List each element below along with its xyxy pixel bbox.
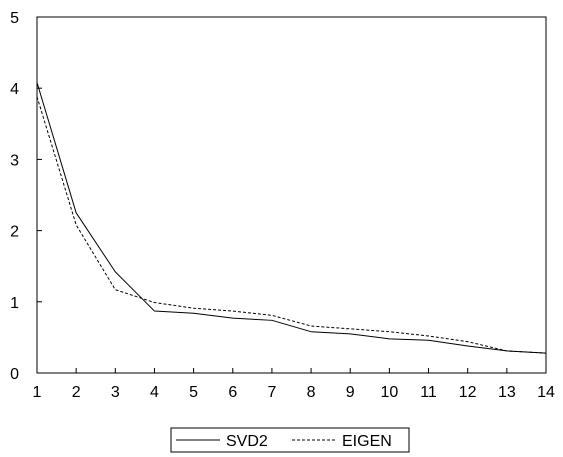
y-axis: 0 1 2 3 4 5	[10, 10, 42, 383]
y-tick-label: 4	[10, 81, 19, 98]
x-tick-label: 11	[420, 384, 437, 401]
series-line-eigen	[36, 96, 547, 354]
x-tick-label: 9	[346, 384, 355, 401]
x-tick-label: 7	[267, 384, 276, 401]
x-tick-label: 10	[380, 384, 398, 401]
y-tick-label: 0	[10, 366, 19, 383]
legend: SVD2 EIGEN	[170, 427, 410, 453]
y-tick-label: 5	[10, 10, 19, 27]
x-tick-label: 4	[150, 384, 159, 401]
y-tick-label: 1	[10, 295, 19, 312]
x-tick-label: 2	[72, 384, 81, 401]
x-tick-label: 14	[537, 384, 555, 401]
x-tick-label: 6	[228, 384, 237, 401]
x-tick-label: 8	[307, 384, 316, 401]
x-tick-label: 1	[33, 384, 42, 401]
y-tick-label: 3	[10, 152, 19, 169]
series-layer	[36, 82, 547, 354]
x-tick-label: 3	[111, 384, 120, 401]
x-tick-label: 5	[189, 384, 198, 401]
series-line-svd2	[36, 82, 547, 354]
y-tick-label: 2	[10, 224, 19, 241]
x-tick-label: 13	[498, 384, 516, 401]
x-axis: 1 2 3 4 5 6 7 8 9 10 11 12 13 14	[33, 368, 555, 401]
plot-frame	[36, 16, 547, 374]
x-tick-label: 12	[459, 384, 477, 401]
legend-label-svd2: SVD2	[226, 433, 268, 450]
legend-label-eigen: EIGEN	[342, 433, 392, 450]
